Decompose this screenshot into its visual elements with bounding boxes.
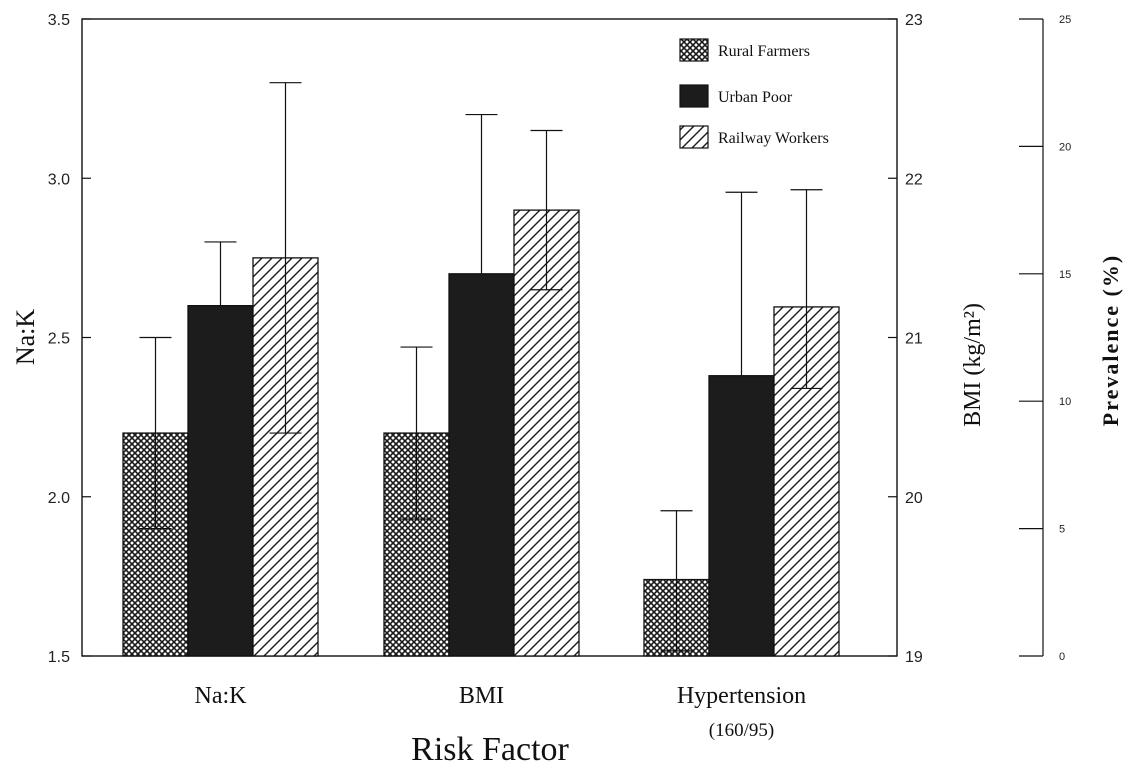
category-label: Na:K [195, 683, 248, 709]
prevalence-tick-label: 0 [1059, 651, 1065, 663]
prevalence-tick-label: 25 [1059, 14, 1071, 26]
left-tick-label: 1.5 [48, 649, 70, 666]
category-label: BMI [459, 683, 504, 709]
bmi-tick-label: 23 [905, 12, 923, 29]
bar-3-2 [708, 375, 775, 657]
prevalence-tick-label: 10 [1059, 396, 1071, 408]
left-tick-label: 2.0 [48, 490, 70, 507]
bar-1-2 [187, 304, 254, 657]
legend-swatch-3 [679, 125, 709, 149]
x-axis-title: Risk Factor [411, 731, 569, 764]
legend-swatch-1 [679, 38, 709, 62]
legend-swatch-2 [679, 84, 709, 108]
prevalence-axis-title: Prevalence (%) [1098, 254, 1123, 426]
bmi-tick-label: 19 [905, 649, 923, 666]
category-sublabel: (160/95) [709, 720, 774, 741]
category-label: Hypertension [677, 683, 806, 709]
bmi-tick-label: 21 [905, 331, 923, 348]
bmi-tick-label: 20 [905, 490, 923, 507]
legend-label-1: Rural Farmers [718, 43, 810, 60]
bmi-tick-label: 22 [905, 171, 923, 188]
prevalence-tick-label: 5 [1059, 524, 1065, 536]
legend-label-3: Railway Workers [718, 130, 829, 147]
prevalence-tick-label: 15 [1059, 269, 1071, 281]
left-tick-label: 2.5 [48, 331, 70, 348]
bmi-axis-title: BMI (kg/m²) [960, 303, 986, 427]
prevalence-tick-label: 20 [1059, 141, 1071, 153]
left-axis-title: Na:K [11, 309, 40, 366]
left-tick-label: 3.0 [48, 171, 70, 188]
bar-2-2 [448, 273, 515, 657]
left-tick-label: 3.5 [48, 12, 70, 29]
legend-label-2: Urban Poor [718, 89, 793, 106]
